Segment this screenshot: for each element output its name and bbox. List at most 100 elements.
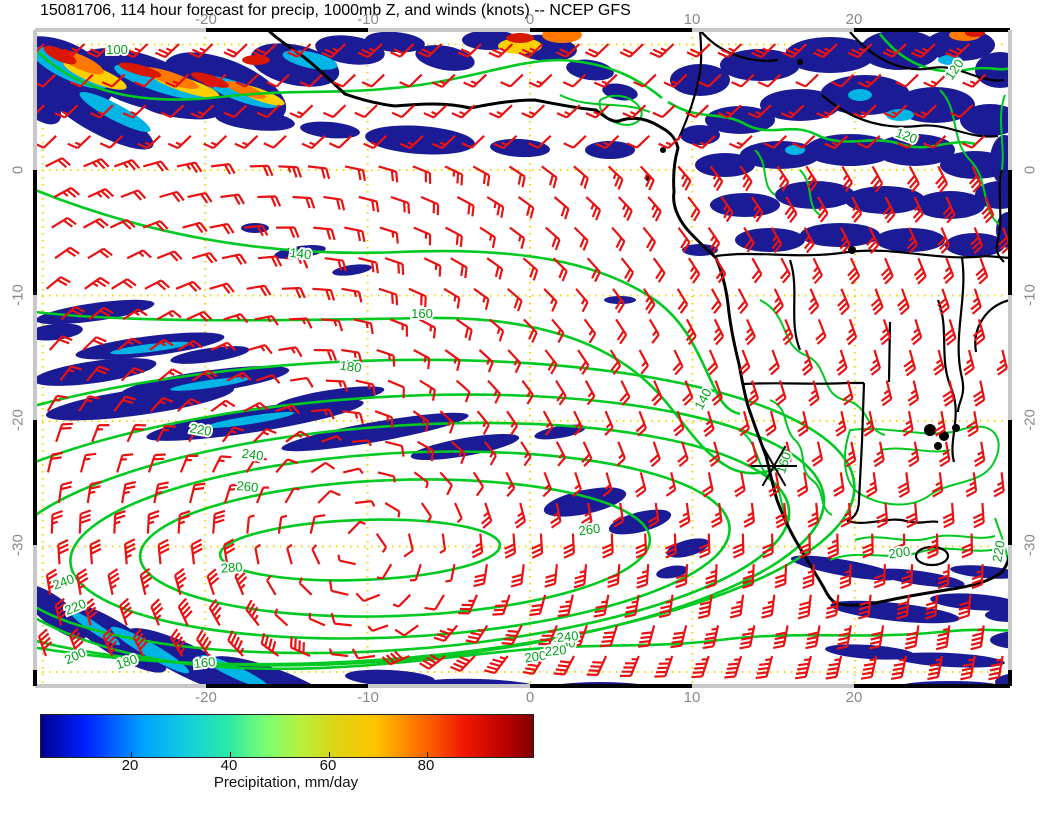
wind-barb [961,533,973,559]
wind-barb [879,319,892,346]
wind-barb [419,379,436,401]
wind-barb [287,43,312,58]
wind-barb [563,135,587,149]
wind-barb [45,157,71,169]
wind-barb [399,73,423,88]
wind-barb [46,394,68,412]
wind-barb [344,165,366,181]
wind-barb [450,440,467,465]
wind-barb [223,43,248,58]
wind-barb [750,196,764,223]
wind-barb [895,73,919,88]
wind-barb [746,441,759,467]
wind-barb [672,349,684,376]
wind-barb [450,257,468,279]
wind-barb [742,564,755,589]
precip-blob [960,104,1010,136]
wind-barb [153,481,169,504]
precip-blob [534,424,586,440]
wind-barb [553,196,570,220]
wind-barb [933,349,945,376]
wind-barb [612,502,625,528]
wind-barb [211,455,232,473]
colorbar-tickmark [131,752,132,757]
precip-blob [695,153,755,177]
wind-barb [187,192,213,204]
wind-barb [869,625,885,650]
wind-barb [341,348,363,364]
wind-barb [167,135,192,150]
wind-barb [705,564,718,589]
wind-barb [501,624,523,646]
wind-barb [84,276,110,290]
wind-barb [865,472,878,498]
wind-barb [449,655,476,673]
wind-barb [455,318,473,341]
wind-barb [658,594,674,619]
wind-barb [938,441,951,468]
wind-barb [775,380,787,406]
wind-barb [802,564,815,590]
wind-barb [76,568,89,595]
wind-barb [189,482,206,504]
precip-blob [190,72,230,88]
contour-label: 260 [236,478,259,495]
wind-barb [82,336,107,351]
wind-barb [676,288,689,314]
wind-barb [897,135,921,149]
wind-barb [137,135,161,150]
wind-barb [278,165,303,178]
precip-blob [656,565,688,579]
wind-barb [209,222,235,235]
wind-barb [276,226,300,238]
wind-barb [794,655,812,680]
terrain-contour [754,149,776,196]
wind-barb [223,313,249,324]
wind-barb [179,454,199,473]
wind-barb [825,655,843,680]
wind-barb [243,401,269,413]
wind-barb [710,502,723,528]
wind-barb [321,43,347,59]
wind-barb [182,221,208,234]
wind-barb [541,165,558,189]
wind-barb [175,280,202,292]
wind-barb [55,422,73,443]
wind-barb [116,453,134,473]
wind-barb [344,226,366,243]
wind-barb [455,379,471,403]
wind-barb [677,226,691,253]
page-title: 15081706, 114 hour forecast for precip, … [40,2,631,19]
wind-barb [880,380,893,407]
wind-barb [253,427,277,443]
wind-barb [757,73,782,88]
wind-barb [46,451,63,473]
wind-barb [439,533,447,554]
contour-label: 140 [289,245,312,262]
colorbar-tick: 60 [319,757,337,774]
wind-barb [961,135,986,149]
wind-barb [521,104,546,119]
wind-barb [622,104,647,119]
wind-barb [113,395,137,412]
wind-barb [765,410,777,437]
wind-barb [839,227,851,254]
wind-barb [907,380,920,407]
wind-barb [593,594,610,618]
wind-barb [663,73,688,88]
precip-blob [990,135,1010,185]
wind-barb [150,598,164,626]
wind-barb [384,502,401,518]
colorbar-tick: 20 [121,757,139,774]
wind-barb [593,73,618,88]
wind-barb [972,319,986,346]
wind-barb [507,349,522,374]
country-border [995,169,1005,263]
wind-barb [586,257,601,283]
wind-barb [728,135,753,150]
wind-barb [144,279,171,291]
wind-barb [307,165,331,180]
wind-barb [156,424,176,443]
wind-barb [772,288,784,315]
precip-blob [825,644,915,660]
